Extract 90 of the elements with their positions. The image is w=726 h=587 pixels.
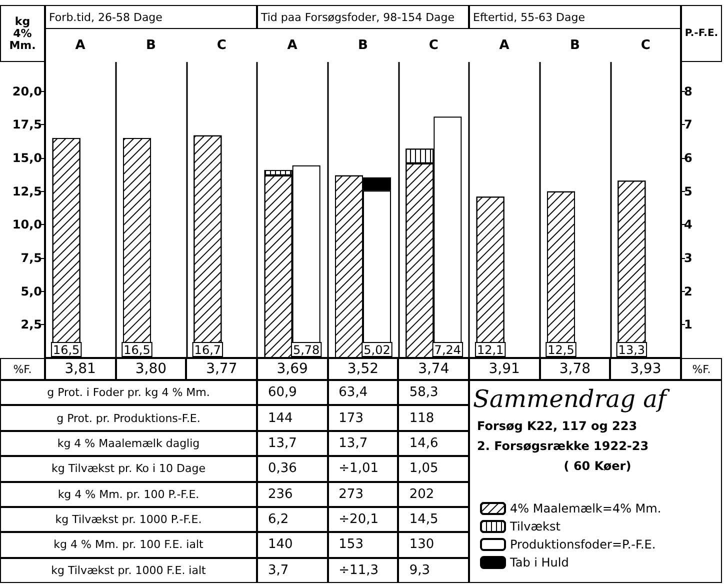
text: ÷20,1 <box>328 506 398 532</box>
text: 3,93 <box>610 358 681 380</box>
text: 1,05 <box>398 456 469 482</box>
data-label: 12,1 <box>476 343 504 357</box>
text: 2. Forsøgsrække 1922-23 <box>477 438 650 455</box>
text: 3,77 <box>186 358 257 380</box>
data-label: 7,24 <box>434 343 462 357</box>
text: 0,36 <box>257 456 328 482</box>
text: %F. <box>681 358 722 380</box>
text: Tid paa Forsøgsfoder, 98-154 Dage <box>257 5 469 29</box>
text: 6,2 <box>257 506 328 532</box>
text: kg Tilvækst pr. Ko i 10 Dage <box>0 456 257 482</box>
text: 60,9 <box>257 380 328 406</box>
text: 3,7 <box>257 558 328 583</box>
text: 13,7 <box>257 430 328 456</box>
text: 130 <box>398 532 469 558</box>
y2-tick-label: 3 <box>684 251 692 265</box>
y2-tick-label: 4 <box>684 218 692 232</box>
text: 9,3 <box>398 558 469 583</box>
text: kg 4 % Maalemælk daglig <box>0 430 257 456</box>
y2-tick-label: 2 <box>684 284 692 298</box>
y2-tick-label: 5 <box>684 184 692 198</box>
text: 173 <box>328 405 398 431</box>
y-tick-label: 2,5 <box>20 318 42 332</box>
y-tick-label: 20,0 <box>12 84 42 98</box>
text: 3,81 <box>45 358 116 380</box>
y-tick-label: 5,0 <box>20 284 42 298</box>
y-tick-label: 17,5 <box>12 118 42 132</box>
data-label: 12,5 <box>548 343 574 357</box>
text: g Prot. i Foder pr. kg 4 % Mm. <box>0 380 257 406</box>
text: 3,74 <box>398 358 469 380</box>
legend-label: Tab i Huld <box>509 556 569 570</box>
text: kg Tilvækst pr. 1000 F.E. ialt <box>0 558 257 583</box>
legend-label: Produktionsfoder=P.-F.E. <box>510 538 656 552</box>
x-tick-label: B <box>570 38 580 53</box>
x-tick-label: C <box>216 38 226 53</box>
y-tick-label: 10,0 <box>12 218 42 232</box>
x-tick-label: B <box>358 38 368 53</box>
text: 144 <box>257 405 328 431</box>
legend-label: 4% Maalemælk=4% Mm. <box>510 502 662 516</box>
y2-tick-label: 6 <box>684 151 692 165</box>
y-tick-label: 7,5 <box>20 251 42 265</box>
text: Eftertid, 55-63 Dage <box>469 5 681 29</box>
y-axis-title: kg 4% Mm. <box>9 14 36 52</box>
text: ( 60 Køer) <box>562 458 632 475</box>
text: 58,3 <box>398 380 469 406</box>
text: 3,78 <box>540 358 610 380</box>
text: 3,52 <box>328 358 398 380</box>
text: 63,4 <box>328 380 398 406</box>
data-label: 5,02 <box>364 343 390 357</box>
text: 14,5 <box>398 506 469 532</box>
x-tick-label: C <box>428 38 438 53</box>
text: %F. <box>0 358 45 380</box>
text: 14,6 <box>398 430 469 456</box>
x-tick-label: A <box>287 38 298 53</box>
text: 202 <box>398 482 469 507</box>
text: 153 <box>328 532 398 558</box>
text: Forb.tid, 26-58 Dage <box>45 5 257 29</box>
data-label: 16,5 <box>52 343 80 357</box>
data-label: 16,7 <box>194 343 222 357</box>
text: 3,91 <box>469 358 540 380</box>
legend-label: Tilvækst <box>509 520 561 534</box>
text: 3,69 <box>257 358 328 380</box>
y-tick-label: 15,0 <box>12 151 42 165</box>
y2-tick-label: 7 <box>684 118 692 132</box>
y2-tick-label: 1 <box>684 318 692 332</box>
text: kg 4 % Mm. pr. 100 F.E. ialt <box>0 532 257 558</box>
text: 140 <box>257 532 328 558</box>
text: 236 <box>257 482 328 507</box>
text: ÷11,3 <box>328 558 398 583</box>
text: kg 4 % Mm. pr. 100 P.-F.E. <box>0 482 257 507</box>
x-tick-label: A <box>75 38 86 53</box>
text: 118 <box>398 405 469 431</box>
data-label: 5,78 <box>292 343 320 357</box>
text: ÷1,01 <box>328 456 398 482</box>
x-tick-label: B <box>146 38 156 53</box>
y2-tick-label: 8 <box>684 84 692 98</box>
text: 273 <box>328 482 398 507</box>
data-label: 16,5 <box>124 343 150 357</box>
text: kg Tilvækst pr. 1000 P.-F.E. <box>0 506 257 532</box>
x-tick-label: C <box>640 38 650 53</box>
y-tick-label: 12,5 <box>12 184 42 198</box>
y2-axis-title: P.-F.E. <box>681 5 722 62</box>
text: 3,80 <box>116 358 186 380</box>
data-label: 13,3 <box>618 343 646 357</box>
x-tick-label: A <box>499 38 510 53</box>
text: Sammendrag af <box>473 384 671 414</box>
text: g Prot. pr. Produktions-F.E. <box>0 405 257 431</box>
text: Forsøg K22, 117 og 223 <box>477 418 638 435</box>
text: 13,7 <box>328 430 398 456</box>
